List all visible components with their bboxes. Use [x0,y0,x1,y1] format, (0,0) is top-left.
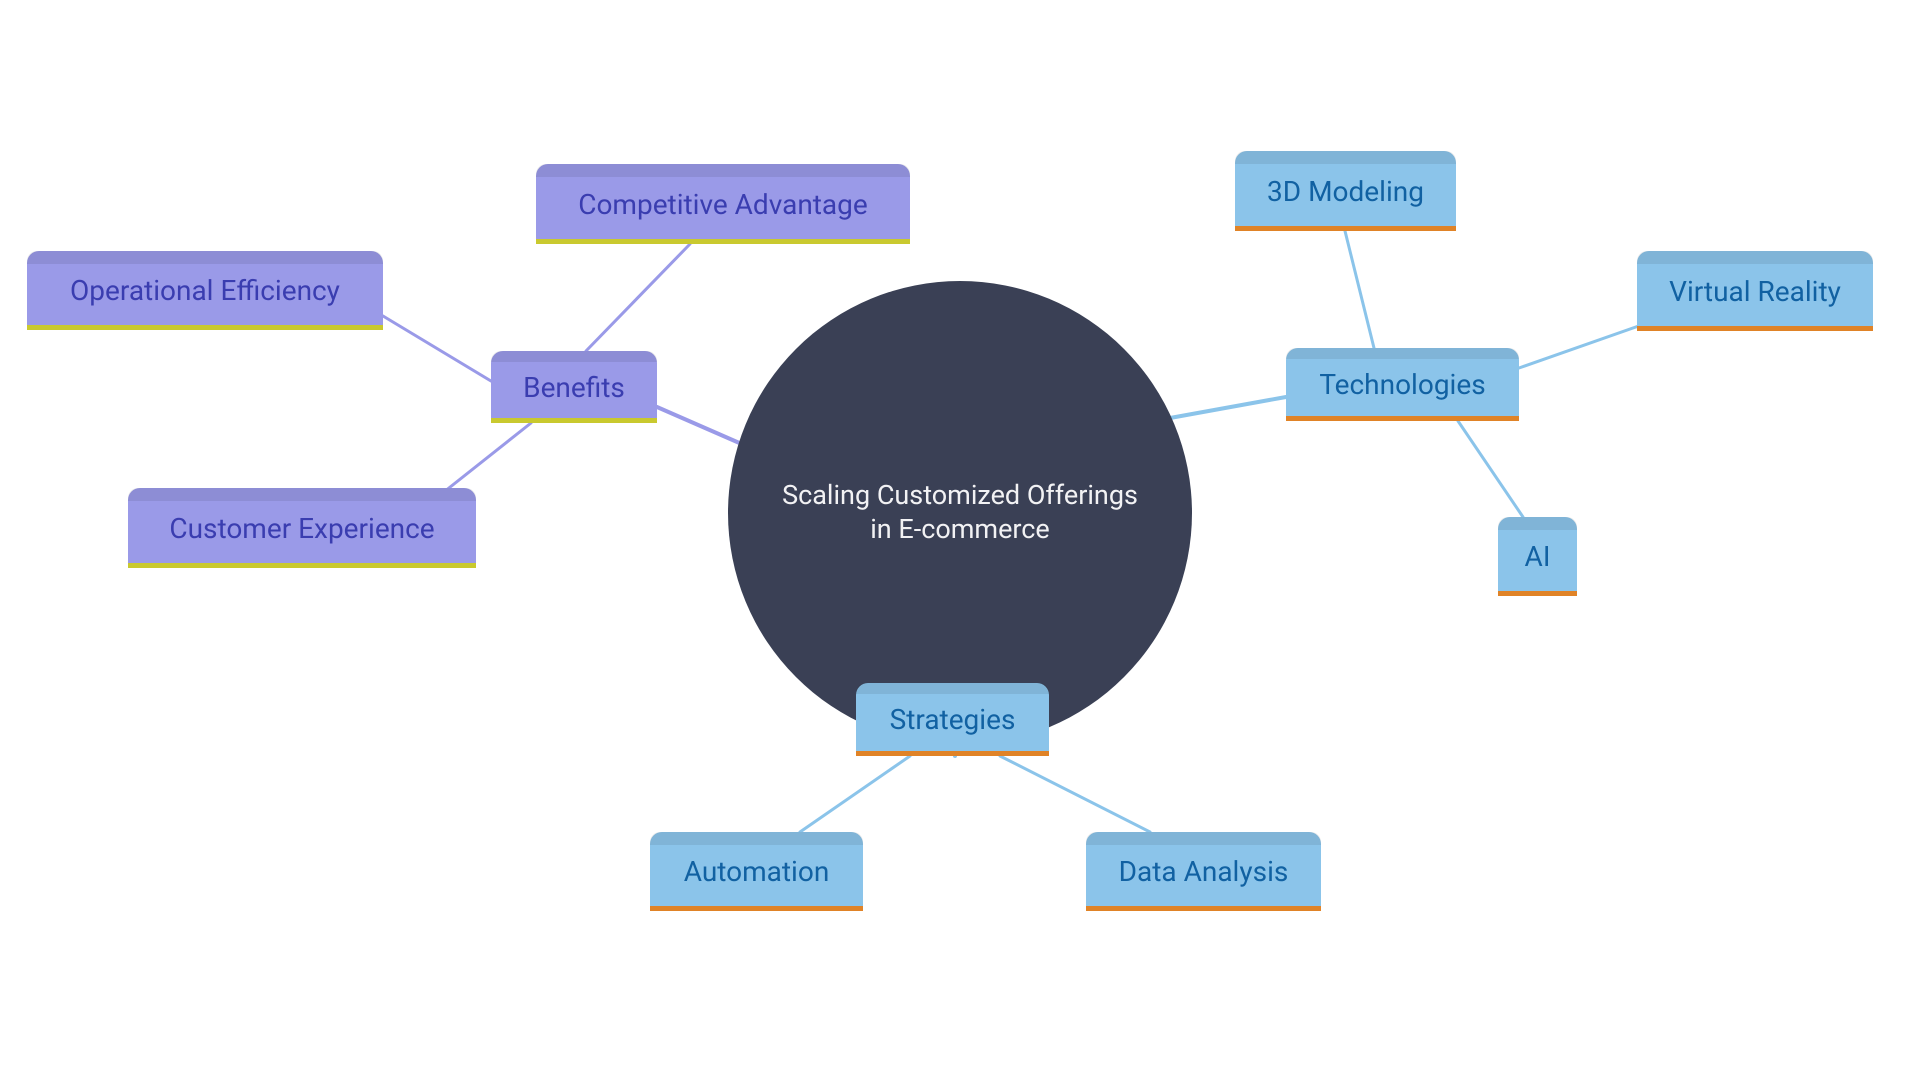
node-accent-bar [1498,591,1577,596]
node-3d: 3D Modeling [1235,151,1456,231]
node-accent-bar [856,751,1049,756]
node-comp_adv: Competitive Advantage [536,164,910,244]
node-label: Automation [684,855,830,888]
node-technologies: Technologies [1286,348,1519,421]
mindmap-canvas: Scaling Customized Offeringsin E-commerc… [0,0,1920,1080]
node-cap [1498,517,1577,530]
node-cust_exp: Customer Experience [128,488,476,568]
node-ai: AI [1498,517,1577,596]
node-op_eff: Operational Efficiency [27,251,383,330]
node-label: Strategies [890,703,1016,736]
node-label: 3D Modeling [1267,175,1424,208]
node-data: Data Analysis [1086,832,1321,911]
edge [1170,397,1286,418]
node-accent-bar [1637,326,1873,331]
node-cap [491,351,657,362]
node-label: Data Analysis [1119,855,1289,888]
node-accent-bar [1286,416,1519,421]
edge [383,316,491,381]
node-cap [1637,251,1873,264]
node-label: AI [1525,540,1551,573]
node-label: Customer Experience [169,512,434,545]
node-label: Competitive Advantage [578,188,868,221]
node-cap [128,488,476,501]
node-label: Operational Efficiency [70,274,340,307]
node-cap [856,683,1049,694]
node-benefits: Benefits [491,351,657,423]
node-automation: Automation [650,832,863,911]
node-strategies: Strategies [856,683,1049,756]
edge [1458,421,1523,517]
node-accent-bar [536,239,910,244]
node-cap [1286,348,1519,359]
node-label: Technologies [1319,368,1485,401]
node-accent-bar [491,418,657,423]
edge [1345,231,1374,348]
center-node: Scaling Customized Offeringsin E-commerc… [728,281,1192,745]
node-vr: Virtual Reality [1637,251,1873,331]
node-accent-bar [1086,906,1321,911]
node-label: Virtual Reality [1669,275,1841,308]
edge [586,244,690,351]
node-accent-bar [27,325,383,330]
node-label: Benefits [523,371,625,404]
edge [800,756,910,832]
node-cap [1086,832,1321,845]
node-accent-bar [1235,226,1456,231]
node-cap [536,164,910,177]
edge [1000,756,1150,832]
node-accent-bar [128,563,476,568]
node-cap [27,251,383,264]
node-cap [650,832,863,845]
center-label: Scaling Customized Offeringsin E-commerc… [782,479,1138,547]
node-accent-bar [650,906,863,911]
node-cap [1235,151,1456,164]
